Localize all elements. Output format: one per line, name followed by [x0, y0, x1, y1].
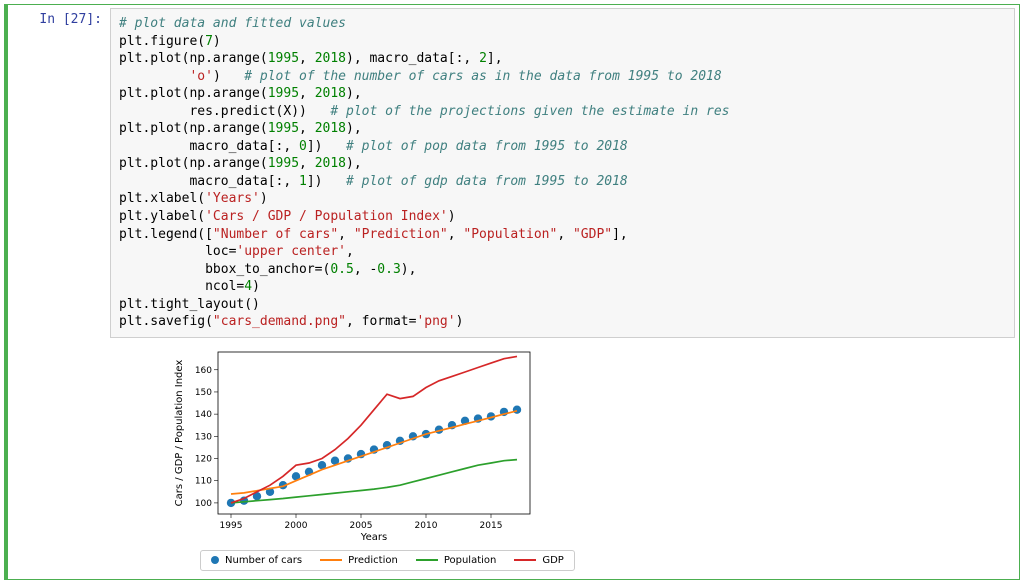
legend-item: Number of cars [211, 555, 302, 566]
cell-output: 100 110 120 130 140 150 160 1995 2000 2005 2010 201… [110, 344, 1015, 571]
svg-text:2000: 2000 [285, 521, 308, 531]
prompt-label: In [27]: [39, 12, 102, 27]
svg-text:Years: Years [360, 532, 387, 543]
svg-text:100: 100 [195, 499, 212, 509]
cell-content: ▾▾▾▾▾▾# plot data and fitted values plt.… [110, 8, 1015, 571]
svg-text:140: 140 [195, 410, 212, 420]
input-prompt: In [27]: [12, 8, 110, 27]
notebook-cell: In [27]: ▾▾▾▾▾▾# plot data and fitted va… [4, 4, 1020, 580]
svg-text:Cars / GDP / Population Index: Cars / GDP / Population Index [174, 359, 185, 506]
svg-text:110: 110 [195, 477, 212, 487]
svg-text:2005: 2005 [350, 521, 373, 531]
svg-text:2015: 2015 [480, 521, 503, 531]
code-input[interactable]: ▾▾▾▾▾▾# plot data and fitted values plt.… [110, 8, 1015, 338]
legend-item: GDP [514, 555, 563, 566]
svg-text:130: 130 [195, 432, 212, 442]
svg-text:150: 150 [195, 388, 212, 398]
svg-text:1995: 1995 [220, 521, 243, 531]
svg-text:120: 120 [195, 454, 212, 464]
svg-text:2010: 2010 [415, 521, 438, 531]
legend-item: Population [416, 555, 497, 566]
legend-item: Prediction [320, 555, 398, 566]
output-chart: 100 110 120 130 140 150 160 1995 2000 2005 2010 201… [170, 344, 540, 544]
chart-legend: Number of cars Prediction Population GDP [200, 550, 575, 571]
svg-text:160: 160 [195, 366, 212, 376]
